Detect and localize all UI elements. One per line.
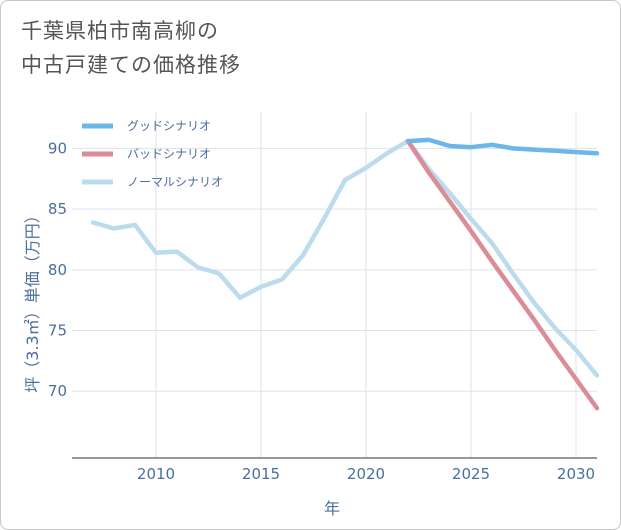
tick-labels: 2010 2015 2020 2025 2030 70 75 80 85 90 (48, 139, 595, 483)
legend-label-2: ノーマルシナリオ (127, 175, 223, 189)
legend-label-1: バッドシナリオ (127, 147, 211, 161)
y-tick-label-80: 80 (48, 261, 67, 279)
y-tick-label-70: 70 (48, 382, 67, 400)
chart-title-line-2: 中古戸建ての価格推移 (21, 53, 241, 77)
grid-lines (72, 112, 597, 458)
x-tick-label-2020: 2020 (347, 465, 385, 483)
y-tick-label-85: 85 (48, 200, 67, 218)
legend-label-0: グッドシナリオ (127, 119, 211, 133)
x-tick-label-2025: 2025 (452, 465, 490, 483)
series-lines (90, 137, 600, 411)
y-axis-title: 坪（3.3㎡）単価（万円） (23, 207, 42, 392)
x-tick-label-2010: 2010 (137, 465, 175, 483)
series-line-1 (405, 138, 600, 411)
y-tick-label-75: 75 (48, 322, 67, 340)
chart-title: 千葉県柏市南高柳の 中古戸建ての価格推移 (21, 14, 241, 82)
x-tick-label-2015: 2015 (242, 465, 280, 483)
y-tick-label-90: 90 (48, 139, 67, 157)
x-axis-title: 年 (324, 499, 340, 518)
series-line-0 (405, 137, 600, 156)
chart-title-line-1: 千葉県柏市南高柳の (21, 19, 219, 43)
series-line-2 (90, 138, 600, 378)
x-tick-label-2030: 2030 (557, 465, 595, 483)
